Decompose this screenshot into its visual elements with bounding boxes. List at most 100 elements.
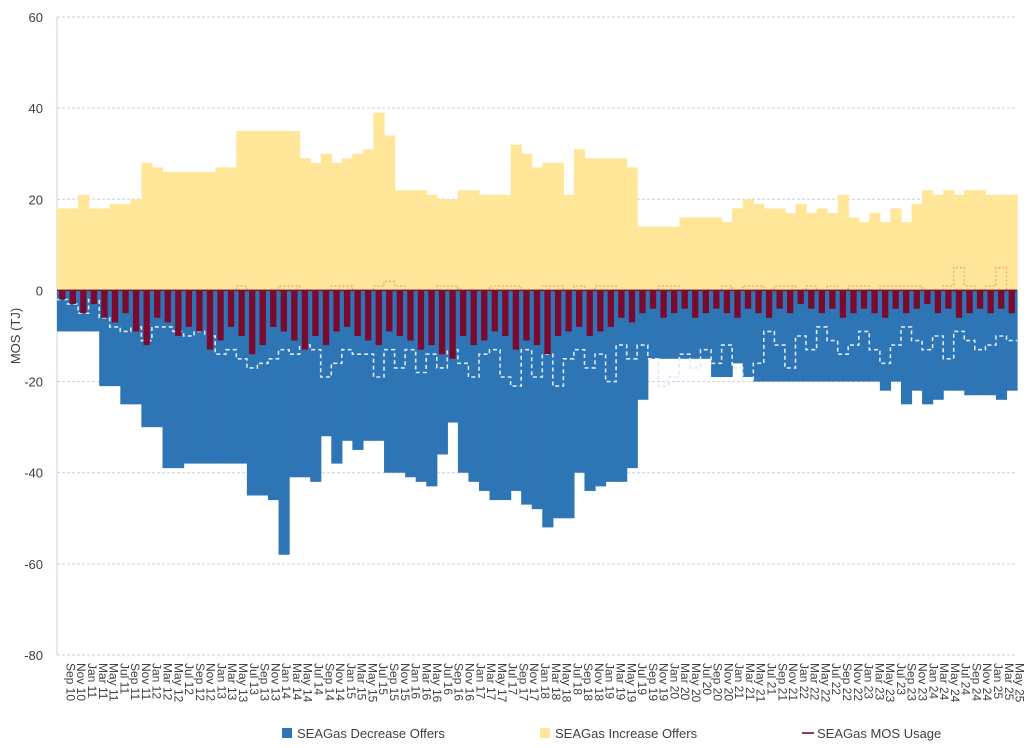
- decrease-offer-bar: [289, 290, 301, 478]
- x-tick-label: Jan 24: [926, 663, 940, 699]
- x-tick-label: May 13: [236, 663, 250, 703]
- increase-offer-bar: [605, 158, 617, 291]
- increase-offer-bar: [173, 171, 185, 291]
- increase-offer-bar: [721, 222, 733, 291]
- increase-offer-bar: [595, 158, 607, 291]
- decrease-offer-bar: [468, 290, 480, 482]
- increase-offer-bar: [542, 162, 554, 291]
- x-tick-label: Jul 12: [182, 663, 196, 695]
- increase-offer-bar: [183, 171, 195, 291]
- increase-offer-bar: [384, 135, 396, 291]
- increase-offer-bar: [500, 194, 512, 291]
- decrease-offer-bar: [932, 290, 944, 400]
- decrease-offer-bar: [310, 290, 322, 482]
- decrease-offer-bar: [985, 290, 997, 396]
- x-tick-label: Mar 22: [808, 663, 822, 701]
- decrease-offer-bar: [215, 290, 227, 464]
- decrease-offer-bar: [816, 290, 828, 382]
- decrease-offer-bar: [521, 290, 533, 505]
- decrease-offer-bar: [689, 290, 702, 359]
- x-tick-label: May 18: [560, 663, 574, 703]
- decrease-offer-bar: [162, 290, 174, 469]
- increase-offer-bar: [827, 212, 839, 291]
- decrease-offer-bar: [352, 290, 364, 450]
- decrease-offer-bar: [890, 290, 902, 382]
- increase-offer-bar: [974, 190, 986, 291]
- decrease-offer-bar: [995, 290, 1008, 400]
- decrease-offer-bar: [236, 290, 248, 464]
- decrease-offer-bar: [964, 290, 976, 396]
- x-tick-label: Mar 14: [290, 663, 304, 701]
- increase-offer-bar: [162, 171, 174, 291]
- legend: SEAGas Decrease Offers SEAGas Increase Of…: [282, 726, 941, 741]
- increase-offer-bar: [278, 130, 290, 291]
- increase-offer-bar: [225, 167, 237, 291]
- increase-offer-bar: [848, 217, 860, 291]
- increase-offer-bar: [289, 130, 301, 291]
- x-tick-label: Jul 13: [247, 663, 261, 695]
- x-tick-label: Nov 18: [592, 663, 606, 701]
- x-tick-label: Nov 12: [204, 663, 218, 701]
- x-tick-label: Nov 14: [333, 663, 347, 701]
- decrease-offer-bar: [489, 290, 501, 501]
- increase-offer-bar: [78, 194, 90, 291]
- x-tick-label: Mar 24: [937, 663, 951, 701]
- x-tick-label: May 15: [365, 663, 379, 703]
- x-tick-label: Mar 25: [1002, 663, 1016, 701]
- increase-offer-bar: [362, 149, 375, 291]
- decrease-offer-bar: [57, 290, 69, 332]
- decrease-offer-bar: [584, 290, 596, 491]
- decrease-offer-bar: [373, 290, 385, 441]
- increase-offer-bar: [573, 149, 586, 291]
- x-tick-label: May 19: [624, 663, 638, 703]
- increase-offer-bar: [257, 130, 269, 291]
- x-tick-label: May 16: [430, 663, 444, 703]
- decrease-offer-bar: [341, 290, 353, 441]
- increase-offer-bar: [151, 167, 164, 291]
- decrease-offer-bar: [320, 290, 332, 437]
- decrease-offer-bar: [394, 290, 406, 473]
- decrease-offer-bar: [806, 290, 818, 382]
- x-tick-label: Nov 13: [268, 663, 282, 701]
- decrease-offer-bar: [278, 290, 290, 555]
- increase-offer-bar: [109, 203, 121, 291]
- x-tick-label: Mar 21: [743, 663, 757, 701]
- x-tick-label: Jan 17: [473, 663, 487, 699]
- decrease-offer-bar: [837, 290, 849, 382]
- increase-offer-bar: [246, 130, 259, 291]
- y-tick-label: -60: [24, 557, 43, 572]
- x-tick-label: Sep 21: [775, 663, 789, 701]
- decrease-offer-bar: [457, 290, 470, 473]
- decrease-threshold-line: [57, 298, 1017, 387]
- x-tick-label: Sep 22: [840, 663, 854, 701]
- increase-offer-bar: [711, 217, 723, 291]
- increase-offer-bar: [679, 217, 691, 291]
- x-tick-label: May 25: [1013, 663, 1027, 703]
- x-tick-label: Nov 10: [74, 663, 88, 701]
- increase-offer-bar: [99, 208, 111, 291]
- increase-offer-bar: [753, 203, 765, 291]
- decrease-offer-bar: [130, 290, 142, 405]
- x-tick-label: Jan 18: [538, 663, 552, 699]
- increase-offer-bar: [552, 162, 564, 291]
- increase-offer-bar: [584, 158, 596, 291]
- decrease-offer-bar: [99, 290, 111, 387]
- decrease-offer-bar: [510, 290, 522, 491]
- increase-offer-bar: [489, 194, 501, 291]
- decrease-offer-bar: [732, 290, 744, 364]
- increase-offer-bar: [869, 212, 881, 291]
- increase-offer-bar: [531, 167, 543, 291]
- increase-offer-bar: [436, 199, 448, 291]
- decrease-offer-bar: [616, 290, 628, 482]
- x-tick-label: Nov 20: [721, 663, 735, 701]
- x-tick-label: May 24: [948, 663, 962, 703]
- y-tick-label: 40: [29, 101, 43, 116]
- x-tick-label: Mar 19: [614, 663, 628, 701]
- decrease-offer-bar: [753, 290, 765, 382]
- increase-offer-bar: [341, 158, 353, 291]
- increase-offer-bar: [405, 190, 417, 291]
- x-tick-label: Jan 20: [667, 663, 681, 699]
- decrease-offer-bar: [384, 290, 396, 473]
- decrease-offer-bar: [943, 290, 955, 391]
